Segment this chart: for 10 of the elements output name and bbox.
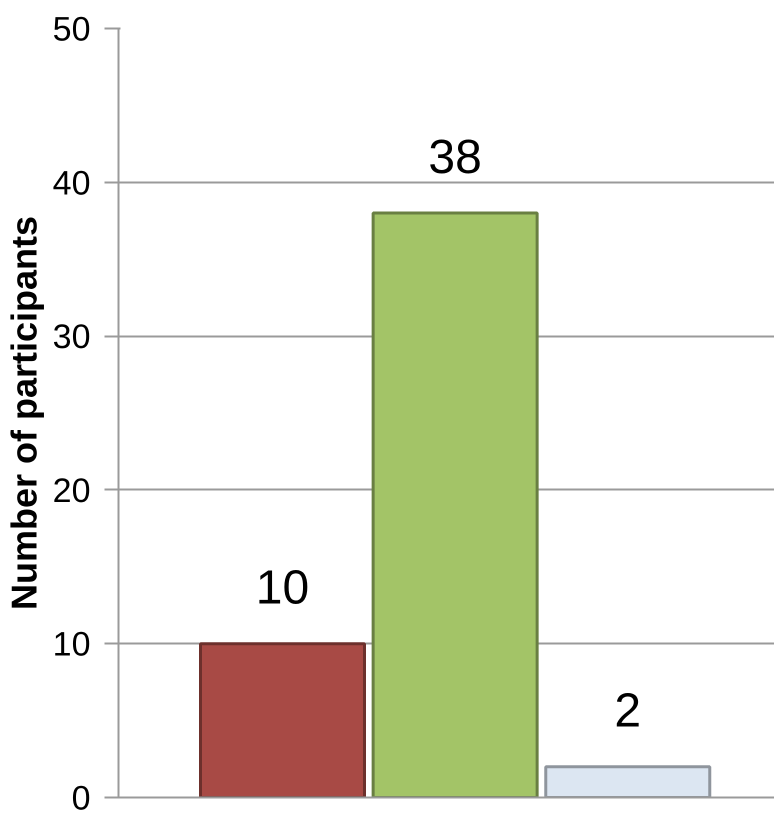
y-tick-label: 30	[52, 318, 91, 356]
data-label: 2	[614, 684, 642, 738]
y-tick-label: 20	[52, 472, 91, 510]
data-label: 38	[428, 131, 482, 184]
y-tick-label: 10	[52, 626, 91, 664]
y-tick-label: 40	[52, 164, 91, 202]
data-label: 10	[256, 562, 310, 615]
y-axis-title: Number of participants	[4, 216, 45, 610]
y-tick-label: 50	[52, 10, 91, 48]
y-tick-label: 0	[72, 780, 91, 818]
